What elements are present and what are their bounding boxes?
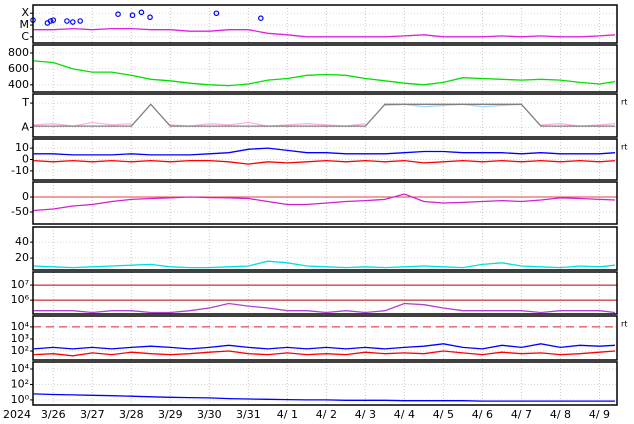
- y-tick-label: 10: [15, 141, 29, 154]
- flare-marker: [213, 10, 220, 17]
- panel-frame: [32, 4, 618, 44]
- x-tick-label: 4/ 7: [511, 408, 532, 421]
- panel-frame: [32, 138, 618, 181]
- flare-marker: [77, 18, 84, 24]
- x-tick-label: 4/ 8: [550, 408, 571, 421]
- x-tick-label: 3/27: [80, 408, 105, 421]
- panel-flag: rt: [621, 143, 627, 152]
- x-tick-label: 4/ 5: [433, 408, 454, 421]
- x-tick-label: 4/ 1: [277, 408, 298, 421]
- y-tick-label: 600: [8, 62, 29, 75]
- flare-marker: [64, 18, 70, 24]
- flare-marker: [129, 12, 136, 19]
- y-tick-label: -50: [11, 205, 29, 218]
- y-tick-label: A: [21, 120, 29, 133]
- panel-flag: rt: [621, 98, 627, 107]
- x-tick-label: 3/29: [158, 408, 183, 421]
- flare-marker: [69, 19, 76, 25]
- y-tick-label: C: [21, 30, 29, 43]
- x-tick-label: 4/ 3: [355, 408, 376, 421]
- series-line: [33, 343, 616, 350]
- x-tick-label: 4/ 2: [316, 408, 337, 421]
- panel-frame: [32, 315, 618, 361]
- panel-frame: [32, 93, 618, 138]
- y-tick-label: 10³: [11, 332, 29, 345]
- series-line: [33, 103, 615, 127]
- panel-frame: [32, 181, 618, 225]
- y-tick-label: X: [21, 6, 29, 19]
- series-line: [33, 193, 616, 212]
- flare-marker: [50, 17, 57, 23]
- flare-marker: [138, 9, 145, 16]
- series-line: [33, 260, 616, 269]
- x-axis-year: 2024: [3, 408, 31, 421]
- flare-marker: [147, 14, 153, 21]
- flare-marker: [258, 15, 264, 22]
- x-tick-label: 4/ 6: [472, 408, 493, 421]
- flare-marker: [47, 18, 54, 24]
- flare-marker: [115, 11, 121, 17]
- panel-frame: [32, 226, 618, 271]
- y-tick-label: 400: [8, 78, 29, 91]
- y-tick-label: 10⁴: [11, 320, 30, 333]
- x-tick-label: 3/30: [197, 408, 222, 421]
- x-tick-label: 3/31: [236, 408, 261, 421]
- panel-frame: [32, 361, 618, 406]
- y-tick-label: T: [21, 96, 29, 109]
- x-tick-label: 3/28: [119, 408, 144, 421]
- y-tick-label: 800: [8, 46, 29, 59]
- x-tick-label: 4/ 9: [589, 408, 610, 421]
- y-tick-label: 10⁴: [11, 362, 30, 375]
- x-tick-label: 4/ 4: [394, 408, 415, 421]
- y-tick-label: 10²: [11, 344, 29, 357]
- x-tick-label: 3/26: [41, 408, 66, 421]
- y-tick-label: M: [20, 18, 30, 31]
- panel-frame: [32, 44, 618, 93]
- y-tick-label: 10⁶: [11, 293, 30, 306]
- panel-flag: rt: [621, 320, 627, 329]
- series-line: [33, 393, 615, 402]
- y-tick-label: 40: [15, 235, 29, 248]
- y-tick-label: 10²: [11, 377, 29, 390]
- series-line: [33, 350, 616, 357]
- series-line: [33, 159, 616, 165]
- y-tick-label: 0: [22, 190, 29, 203]
- panel-frame: [32, 271, 618, 315]
- y-tick-label: 10⁷: [11, 278, 29, 291]
- y-tick-label: 20: [15, 251, 29, 264]
- series-line: [33, 27, 616, 38]
- y-tick-label: -10: [11, 164, 29, 177]
- y-tick-label: 10⁰: [11, 393, 30, 406]
- series-line: [33, 147, 616, 156]
- series-line: [33, 60, 616, 87]
- series-line: [33, 302, 616, 314]
- y-tick-label: 0: [22, 153, 29, 166]
